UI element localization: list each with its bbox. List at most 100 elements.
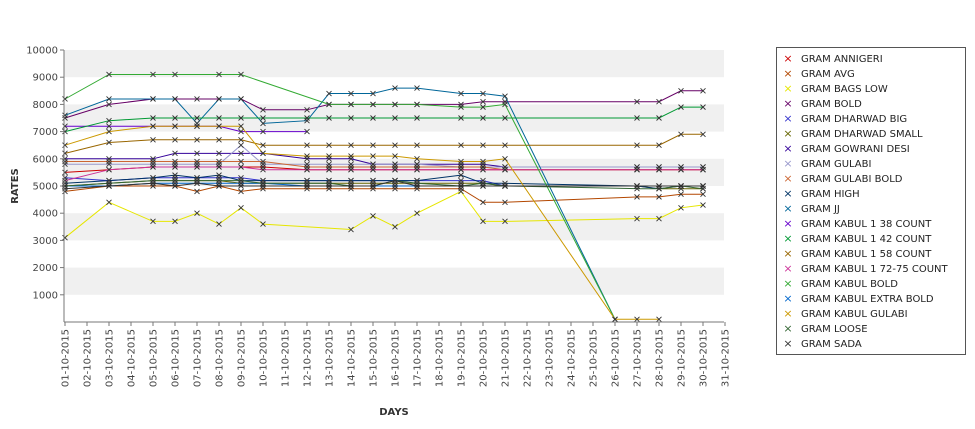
data-point bbox=[150, 115, 156, 121]
data-point bbox=[326, 115, 332, 121]
data-point bbox=[634, 183, 640, 189]
data-point bbox=[304, 107, 310, 113]
legend-label: GRAM BOLD bbox=[801, 98, 862, 110]
x-tick-label: 17-10-2015 bbox=[413, 329, 424, 387]
data-point bbox=[392, 142, 398, 149]
data-point bbox=[62, 234, 68, 241]
data-point bbox=[238, 96, 244, 102]
series-line bbox=[64, 125, 659, 320]
data-point bbox=[62, 177, 68, 184]
data-point bbox=[194, 164, 200, 170]
chart-legend: × GRAM ANNIGERI × GRAM AVG × GRAM BAGS LOW × GR… bbox=[776, 47, 966, 355]
legend-marker-icon: × bbox=[783, 217, 793, 230]
data-point bbox=[392, 115, 398, 121]
legend-marker-icon: × bbox=[783, 82, 793, 95]
data-point bbox=[700, 166, 706, 173]
legend-marker-icon: × bbox=[783, 322, 793, 335]
data-point bbox=[414, 166, 420, 173]
data-point bbox=[370, 142, 376, 149]
data-point bbox=[172, 183, 178, 189]
grid-band bbox=[64, 50, 724, 78]
data-point bbox=[172, 164, 178, 170]
data-point bbox=[370, 213, 376, 219]
data-point bbox=[348, 115, 354, 121]
x-tick-label: 06-10-2015 bbox=[171, 329, 182, 387]
data-point bbox=[634, 98, 640, 105]
data-point bbox=[238, 183, 244, 189]
y-tick-label: 5000 bbox=[33, 182, 58, 193]
x-tick-label: 22-10-2015 bbox=[523, 329, 534, 387]
data-point bbox=[172, 71, 178, 78]
data-point bbox=[392, 153, 398, 159]
data-point bbox=[304, 166, 310, 173]
y-tick-label: 2000 bbox=[33, 263, 58, 274]
data-point bbox=[260, 142, 266, 149]
y-tick-label: 9000 bbox=[33, 73, 58, 84]
legend-label: GRAM KABUL 1 58 COUNT bbox=[801, 248, 932, 260]
data-point bbox=[348, 166, 354, 173]
legend-item: × GRAM BOLD bbox=[781, 97, 862, 111]
legend-label: GRAM GOWRANI DESI bbox=[801, 143, 910, 155]
legend-marker-icon: × bbox=[783, 127, 793, 140]
data-point bbox=[480, 158, 486, 165]
data-point bbox=[348, 177, 354, 184]
data-point bbox=[304, 115, 310, 121]
data-point bbox=[106, 71, 112, 78]
data-point bbox=[414, 142, 420, 149]
data-point bbox=[678, 87, 684, 94]
data-point bbox=[106, 117, 112, 124]
x-tick-label: 13-10-2015 bbox=[325, 329, 336, 387]
data-point bbox=[62, 112, 68, 119]
data-point bbox=[260, 120, 266, 127]
data-point bbox=[194, 123, 200, 129]
legend-item: × GRAM LOOSE bbox=[781, 322, 867, 336]
data-point bbox=[238, 136, 244, 143]
data-point bbox=[700, 104, 706, 110]
data-point bbox=[458, 172, 464, 178]
data-point bbox=[216, 71, 222, 78]
data-point bbox=[216, 164, 222, 170]
data-point bbox=[194, 136, 200, 143]
x-tick-label: 21-10-2015 bbox=[501, 329, 512, 387]
y-axis-title: RATES bbox=[10, 168, 21, 204]
data-point bbox=[238, 123, 244, 129]
data-point bbox=[502, 155, 508, 162]
data-point bbox=[392, 85, 398, 91]
data-point bbox=[370, 177, 376, 184]
data-point bbox=[194, 115, 200, 121]
data-point bbox=[238, 177, 244, 184]
data-point bbox=[656, 215, 662, 222]
data-point bbox=[348, 183, 354, 189]
data-point bbox=[458, 90, 464, 97]
y-tick-label: 6000 bbox=[33, 154, 58, 165]
legend-marker-icon: × bbox=[783, 97, 793, 110]
x-tick-label: 26-10-2015 bbox=[611, 329, 622, 387]
data-point bbox=[216, 183, 222, 189]
data-point bbox=[172, 136, 178, 143]
legend-item: × GRAM KABUL 1 72-75 COUNT bbox=[781, 262, 947, 276]
legend-item: × GRAM HIGH bbox=[781, 187, 859, 201]
legend-item: × GRAM DHARWAD BIG bbox=[781, 112, 907, 126]
x-tick-label: 24-10-2015 bbox=[567, 329, 578, 387]
data-point bbox=[656, 166, 662, 173]
data-point bbox=[238, 128, 244, 135]
data-point bbox=[326, 101, 332, 108]
data-point bbox=[106, 123, 112, 129]
y-tick-label: 10000 bbox=[26, 46, 58, 57]
legend-label: GRAM KABUL EXTRA BOLD bbox=[801, 293, 934, 305]
data-point bbox=[700, 191, 706, 197]
data-point bbox=[392, 183, 398, 189]
legend-label: GRAM GULABI bbox=[801, 158, 872, 170]
x-tick-label: 15-10-2015 bbox=[369, 329, 380, 387]
legend-item: × GRAM GULABI bbox=[781, 157, 871, 171]
data-point bbox=[700, 131, 706, 138]
legend-marker-icon: × bbox=[783, 202, 793, 215]
data-point bbox=[106, 199, 112, 206]
legend-item: × GRAM AVG bbox=[781, 67, 854, 81]
data-point bbox=[194, 210, 200, 217]
data-point bbox=[260, 107, 266, 113]
data-point bbox=[194, 150, 200, 157]
data-point bbox=[62, 142, 68, 149]
x-tick-label: 14-10-2015 bbox=[347, 329, 358, 387]
data-point bbox=[348, 142, 354, 149]
